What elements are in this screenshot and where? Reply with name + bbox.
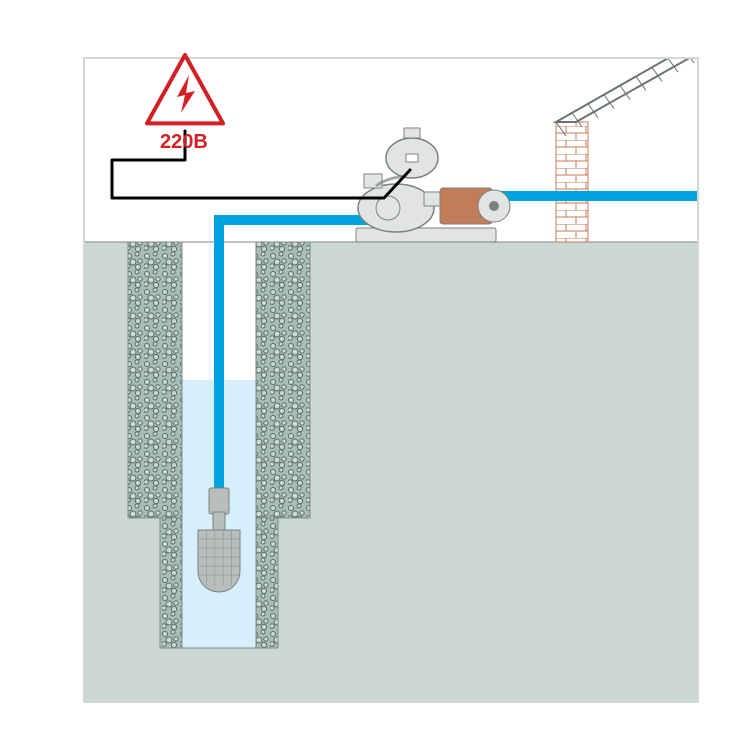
pump-base — [356, 228, 496, 242]
diagram-svg: 220B — [0, 0, 748, 748]
voltage-label: 220B — [160, 131, 208, 153]
house-roof — [556, 40, 700, 122]
house-wall — [556, 122, 588, 242]
foot-valve-connector — [209, 488, 229, 514]
pump-body — [358, 184, 434, 232]
diagram-canvas: 220B — [0, 0, 748, 748]
foot-valve-neck — [213, 512, 225, 532]
